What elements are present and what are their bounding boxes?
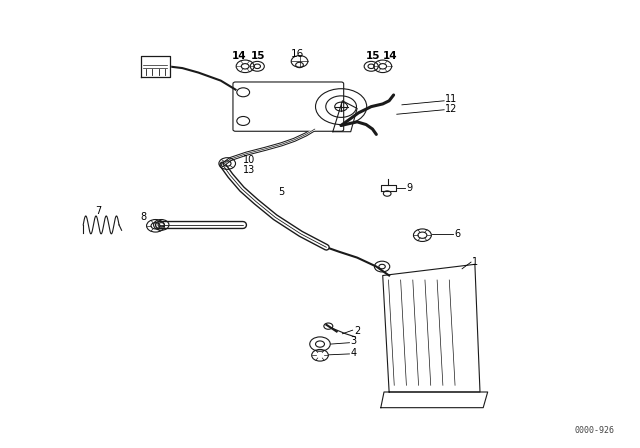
Polygon shape <box>333 101 357 132</box>
FancyBboxPatch shape <box>233 82 344 131</box>
Text: 12: 12 <box>445 104 458 114</box>
Text: 14: 14 <box>232 51 246 60</box>
Text: 5: 5 <box>278 187 285 197</box>
Text: 15: 15 <box>251 51 266 60</box>
Polygon shape <box>141 56 170 77</box>
Text: 0000-926: 0000-926 <box>575 426 614 435</box>
Text: 6: 6 <box>454 229 461 239</box>
Text: 15: 15 <box>366 51 381 60</box>
Text: 14: 14 <box>383 51 397 60</box>
Text: 11: 11 <box>445 95 458 104</box>
Polygon shape <box>381 392 488 408</box>
Text: 4: 4 <box>351 348 357 358</box>
Text: 1: 1 <box>472 257 479 267</box>
Text: 3: 3 <box>351 336 357 346</box>
Text: 7: 7 <box>95 207 101 216</box>
Text: 2: 2 <box>354 326 360 336</box>
Text: 13: 13 <box>243 165 255 175</box>
Text: 10: 10 <box>243 155 255 165</box>
Polygon shape <box>383 264 480 392</box>
Text: 8: 8 <box>141 212 147 222</box>
Text: 16: 16 <box>291 49 305 59</box>
Text: 9: 9 <box>406 183 413 193</box>
